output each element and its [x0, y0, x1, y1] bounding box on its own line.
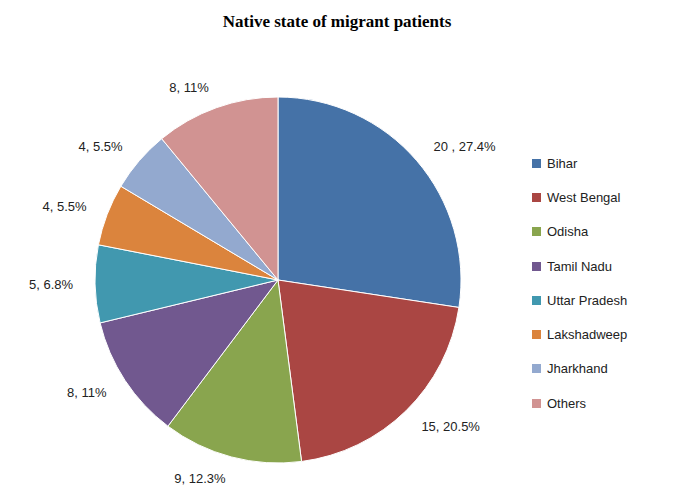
html-text:West Bengal: West Bengal [547, 189, 621, 205]
html-text:Lakshadweep: Lakshadweep [547, 327, 628, 343]
svg-text:5, 6.8%: 5, 6.8% [29, 277, 74, 292]
svg-text:8, 11%: 8, 11% [67, 385, 107, 400]
html-text:Bihar: Bihar [547, 155, 578, 171]
svg-text:8, 11%: 8, 11% [169, 80, 209, 95]
html-text:Others: Others [547, 395, 586, 411]
svg-text:15, 20.5%: 15, 20.5% [421, 419, 480, 434]
svg-text:4, 5.5%: 4, 5.5% [42, 199, 87, 214]
html-text:Native state of migrant patien: Native state of migrant patients [222, 12, 452, 31]
html-text:Jharkhand: Jharkhand [547, 361, 608, 377]
html-text:Uttar Pradesh: Uttar Pradesh [547, 292, 628, 308]
svg-text:9, 12.3%: 9, 12.3% [174, 471, 226, 486]
svg-text:20 , 27.4%: 20 , 27.4% [433, 139, 496, 154]
html-text:Odisha: Odisha [547, 224, 589, 240]
html-text:Tamil Nadu: Tamil Nadu [547, 258, 612, 274]
svg-text:4, 5.5%: 4, 5.5% [78, 139, 123, 154]
